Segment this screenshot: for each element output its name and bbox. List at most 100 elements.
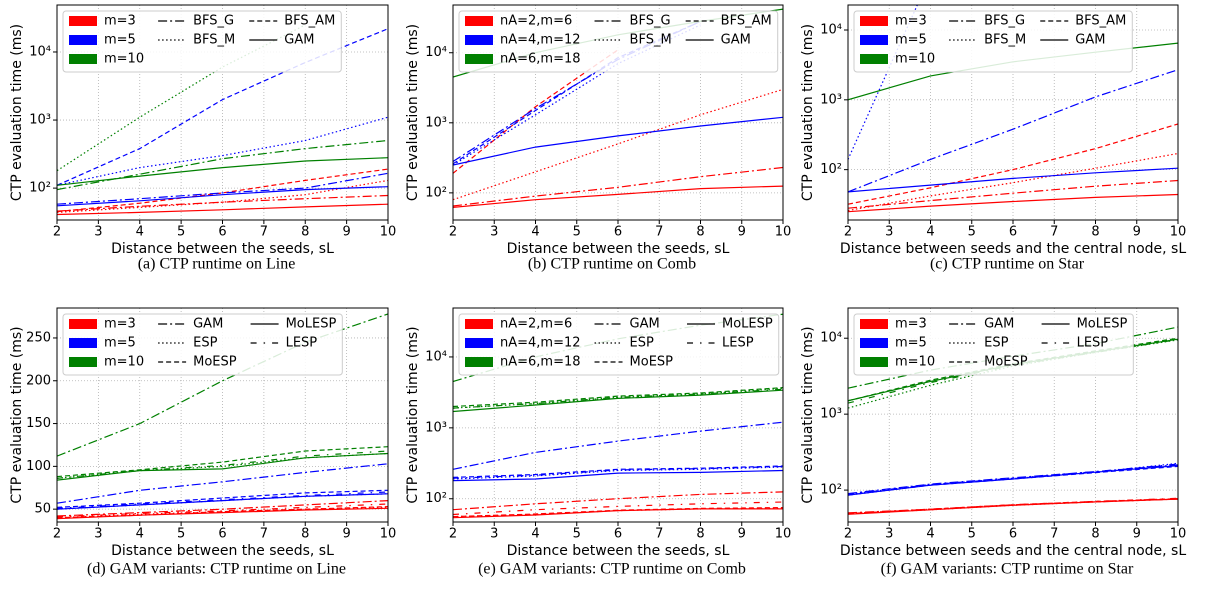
legend-label: GAM (984, 317, 1014, 332)
legend-label: nA=4,m=12 (500, 336, 581, 351)
y-axis-label: CTP evaluation time (ms) (800, 326, 816, 503)
plot-frame (452, 4, 784, 221)
legend-label: MoESP (193, 355, 237, 370)
x-tick-label: 6 (614, 527, 622, 542)
caption: (f) GAM variants: CTP runtime on Star (881, 561, 1134, 578)
legend-label: nA=2,m=6 (500, 317, 572, 332)
chart: 2 3 4 5 6 7 8 9 10 10² 10³ 10⁴ Distance between the … (405, 4, 791, 273)
series-line (453, 166, 783, 207)
plot-frame (847, 4, 1179, 221)
x-tick-label: 5 (573, 527, 581, 542)
caption: (a) CTP runtime on Line (138, 256, 296, 273)
legend-swatch (465, 35, 493, 45)
series-line (848, 465, 1178, 496)
legend-swatch (465, 54, 493, 64)
y-axis-label: CTP evaluation time (ms) (800, 24, 816, 201)
series-line (453, 491, 783, 511)
series-line (57, 507, 388, 520)
caption: (b) CTP runtime on Comb (528, 256, 696, 273)
series-line (848, 193, 1178, 213)
y-tick-label: 10⁴ (425, 45, 447, 60)
legend-label: BFS_G (630, 14, 671, 29)
legend-label: BFS_AM (1075, 14, 1126, 29)
y-tick-label: 150 (26, 416, 51, 431)
x-tick-label: 2 (844, 527, 852, 542)
legend-label: GAM (721, 33, 751, 48)
series-line (453, 507, 783, 518)
legend: m=3 m=5 m=10 GAM ESP MoESP MoLESP LESP (853, 313, 1134, 376)
legend-label: GAM (193, 317, 223, 332)
series-line (848, 69, 1178, 193)
y-tick-label: 10⁴ (820, 22, 842, 37)
x-tick-label: 7 (655, 225, 663, 240)
x-tick-label: 10 (1170, 527, 1187, 542)
x-tick-label: 5 (573, 225, 581, 240)
series-line (848, 167, 1178, 193)
x-tick-label: 7 (1050, 225, 1058, 240)
legend-label: LESP (1077, 336, 1109, 351)
caption: (c) CTP runtime on Star (930, 256, 1085, 273)
legend-label: m=5 (104, 336, 136, 351)
series-line (453, 389, 783, 413)
legend-label: BFS_AM (284, 14, 335, 29)
legend-swatch (465, 338, 493, 348)
series-line (57, 186, 388, 207)
series-line (57, 503, 388, 518)
x-tick-label: 6 (1009, 527, 1017, 542)
legend-label: m=5 (895, 336, 927, 351)
y-tick-label: 50 (34, 502, 51, 517)
legend-label: m=5 (895, 33, 927, 48)
legend-label: m=10 (104, 52, 144, 67)
legend-label: BFS_M (193, 33, 235, 48)
legend-box (458, 10, 779, 73)
x-tick-label: 2 (449, 527, 457, 542)
legend-label: m=3 (104, 317, 136, 332)
y-tick-label: 10² (29, 181, 51, 196)
legend: m=3 m=5 m=10 GAM ESP MoESP MoLESP LESP (62, 313, 343, 376)
legend-box (62, 313, 343, 376)
legend-label: nA=6,m=18 (500, 355, 581, 370)
legend-label: ESP (630, 336, 654, 351)
y-tick-label: 200 (26, 373, 51, 388)
x-tick-label: 8 (696, 527, 704, 542)
x-tick-label: 3 (490, 527, 498, 542)
legend-label: BFS_G (193, 14, 234, 29)
y-axis-label: CTP evaluation time (ms) (405, 24, 421, 201)
x-tick-label: 4 (531, 225, 539, 240)
x-axis-label: Distance between the seeds, sL (111, 241, 334, 257)
series-line (57, 203, 388, 216)
chart: 2 3 4 5 6 7 8 9 10 10² 10³ 10⁴ Distance between the … (9, 4, 396, 273)
legend-label: BFS_M (630, 33, 672, 48)
legend-swatch (69, 54, 97, 64)
legend-swatch (69, 338, 97, 348)
plot-lines (57, 313, 388, 520)
y-tick-label: 250 (26, 330, 51, 345)
legend: nA=2,m=6 nA=4,m=12 nA=6,m=18 BFS_G BFS_M BFS_… (458, 10, 779, 73)
series-line (57, 489, 388, 508)
x-tick-label: 2 (449, 225, 457, 240)
y-tick-label: 10³ (425, 115, 447, 130)
x-tick-label: 3 (885, 225, 893, 240)
y-tick-label: 10³ (29, 113, 51, 128)
legend-label: GAM (284, 33, 314, 48)
x-axis-label: Distance between the seeds, sL (111, 543, 334, 559)
caption: (d) GAM variants: CTP runtime on Line (87, 561, 346, 578)
x-tick-label: 8 (1091, 527, 1099, 542)
x-tick-label: 7 (260, 225, 268, 240)
legend-label: ESP (984, 336, 1008, 351)
x-tick-label: 5 (177, 527, 185, 542)
legend-label: BFS_M (984, 33, 1026, 48)
y-tick-label: 10³ (820, 407, 842, 422)
y-tick-label: 10² (820, 162, 842, 177)
legend-swatch (465, 319, 493, 329)
x-tick-label: 6 (1009, 225, 1017, 240)
plot-frame (847, 307, 1179, 523)
series-line (57, 172, 388, 205)
legend-swatch (860, 16, 888, 26)
legend-box (62, 10, 342, 73)
legend-swatch (860, 338, 888, 348)
series-line (453, 421, 783, 470)
x-axis-label: Distance between seeds and the central n… (840, 543, 1187, 559)
